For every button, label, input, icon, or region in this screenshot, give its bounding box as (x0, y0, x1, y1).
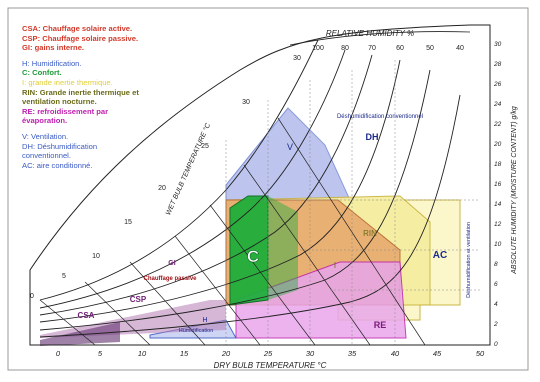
zone-label-h: H (202, 317, 207, 324)
rh-tick: 50 (426, 45, 434, 52)
x-tick: 50 (476, 349, 485, 358)
y-tick: 24 (493, 101, 502, 108)
zone-label-dh-desc: Déshumidification conventionnel (337, 114, 423, 120)
rh-tick: 70 (368, 45, 376, 52)
y-tick: 16 (494, 181, 502, 188)
zone-label-h-desc: Humidification (179, 328, 214, 334)
x-tick-labels: 0 5 10 15 20 25 30 35 40 45 50 (56, 349, 485, 358)
x-tick: 25 (263, 349, 273, 358)
legend-item: C: Confort. (22, 68, 62, 78)
x-tick: 30 (306, 349, 315, 358)
y-tick: 0 (494, 341, 498, 348)
humidity-grid (260, 199, 480, 291)
legend-item: CSP: Chauffage solaire passive. (22, 33, 139, 43)
wb-tick: 0 (30, 293, 34, 300)
zone-label-comfort: C (247, 247, 259, 266)
x-tick: 40 (391, 349, 400, 358)
rh-tick: 60 (396, 45, 404, 52)
wb-tick: 10 (92, 253, 100, 260)
y-tick: 6 (494, 281, 498, 288)
y-tick: 26 (493, 81, 502, 88)
legend-item: V: Ventilation. (22, 131, 69, 141)
y-axis-label: ABSOLUTE HUMIDITY (MOISTURE CONTENT) g/k… (511, 106, 518, 275)
x-tick: 15 (180, 349, 189, 358)
rh-arc (289, 31, 471, 46)
zone-label-csp: CSP (130, 295, 147, 304)
x-axis-label: DRY BULB TEMPERATURE °C (214, 361, 327, 370)
wb-tick: 5 (62, 273, 66, 280)
legend-item: GI: gains interne. (22, 43, 85, 53)
zone-label-re: RE (374, 320, 387, 330)
zone-label-csp-desc: Chauffage passive (143, 276, 197, 282)
chart-envelope (29, 24, 491, 346)
rh-tick: 30 (293, 55, 301, 62)
rh-tick: 40 (456, 45, 464, 52)
legend-item: RE: refroidissement par (22, 106, 109, 116)
x-tick: 45 (433, 349, 442, 358)
y-tick: 2 (493, 321, 498, 328)
x-tick: 20 (221, 349, 231, 358)
legend: CSA: Chauffage solaire active. CSP: Chauf… (22, 24, 212, 170)
zone-heating-dark (40, 322, 120, 346)
zone-label-ventilation: V (287, 142, 293, 152)
zone-label-ac: AC (433, 250, 447, 261)
y-tick: 20 (493, 141, 502, 148)
zone-label-gi: GI (168, 260, 175, 267)
y-tick: 4 (494, 301, 498, 308)
rh-tick-labels: 100 80 70 60 50 40 30 (293, 45, 464, 62)
zone-comfort-ext (268, 196, 298, 300)
rh-tick: 100 (312, 45, 324, 52)
zone-label-csa: CSA (78, 311, 95, 320)
zone-heating (40, 300, 226, 338)
wet-bulb-lines (39, 117, 426, 346)
y-tick-labels: 0 2 4 6 8 10 12 14 16 18 20 22 24 26 28 … (493, 41, 502, 348)
x-tick: 10 (138, 349, 147, 358)
y-tick: 14 (494, 201, 502, 208)
legend-item: CSA: Chauffage solaire active. (22, 24, 133, 33)
legend-item: AC: aire conditionné. (22, 160, 93, 170)
y-tick: 8 (494, 261, 498, 268)
y-tick: 22 (493, 121, 502, 128)
wb-tick: 30 (242, 99, 250, 106)
legend-item: DH: Déshumidification (22, 141, 98, 151)
legend-item: évaporation. (22, 116, 68, 126)
zone-label-rin: RIN (363, 229, 377, 238)
zone-label-dh: DH (366, 132, 379, 142)
legend-item: I: grande inertie thermique. (22, 77, 113, 87)
x-tick: 35 (348, 349, 357, 358)
y-tick: 18 (494, 161, 502, 168)
dry-bulb-grid (225, 60, 396, 345)
rh-curves (39, 39, 461, 338)
legend-item: H: Humidification. (22, 58, 82, 68)
legend-item: ventilation nocturne. (22, 97, 97, 107)
wb-tick: 20 (158, 185, 166, 192)
y-tick: 10 (494, 241, 502, 248)
x-tick: 5 (98, 349, 103, 358)
zone-re (235, 261, 407, 339)
zone-label-ac-desc: Déshumidification et ventilation (466, 222, 472, 298)
y-tick: 28 (493, 61, 502, 68)
legend-item: RIN: Grande inertie thermique et (22, 87, 139, 97)
y-tick: 12 (494, 221, 502, 228)
wb-tick: 15 (124, 219, 132, 226)
wb-tick: 25 (201, 143, 209, 150)
zone-dh (288, 60, 420, 200)
wb-tick-labels: 0 5 10 15 20 25 30 (30, 99, 250, 300)
legend-item: conventionnel. (22, 151, 71, 161)
rh-axis-label: RELATIVE HUMIDITY % (326, 29, 414, 38)
zone-label-i: I (334, 261, 336, 270)
y-tick: 30 (494, 41, 502, 48)
rh-tick: 80 (341, 45, 349, 52)
x-tick: 0 (56, 349, 61, 358)
